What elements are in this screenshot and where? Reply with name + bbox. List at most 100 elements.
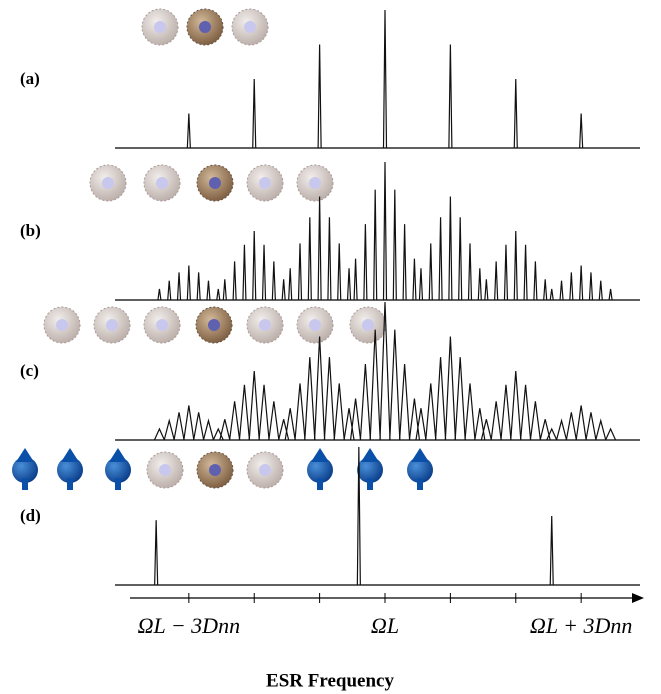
peak xyxy=(379,301,391,441)
peak xyxy=(176,272,182,301)
peak xyxy=(458,217,463,301)
peak xyxy=(196,272,201,301)
peak xyxy=(477,268,482,301)
peak xyxy=(484,279,489,301)
peak xyxy=(186,265,191,301)
peak xyxy=(444,336,456,441)
peak xyxy=(585,412,597,441)
peak xyxy=(454,357,466,441)
x-axis-arrow xyxy=(632,593,644,603)
peak xyxy=(359,364,371,441)
peak xyxy=(448,196,453,301)
panel-label: (a) xyxy=(20,69,40,88)
peak xyxy=(212,427,224,441)
peak xyxy=(598,280,603,301)
peak xyxy=(323,357,336,441)
peak xyxy=(193,412,205,441)
peak xyxy=(490,401,502,441)
peak xyxy=(278,419,290,441)
peak xyxy=(252,230,257,301)
peak xyxy=(579,265,584,301)
peak xyxy=(494,261,499,301)
peak xyxy=(425,383,437,441)
peak xyxy=(464,383,476,441)
peak xyxy=(569,272,574,301)
peak xyxy=(448,44,453,149)
molecules-d xyxy=(12,448,433,490)
peak xyxy=(523,244,528,301)
peak xyxy=(549,515,554,586)
peak xyxy=(173,412,185,441)
peak xyxy=(369,329,381,441)
peak xyxy=(294,383,306,441)
peak xyxy=(549,288,554,301)
peak xyxy=(428,243,433,301)
peak xyxy=(261,244,267,301)
peak xyxy=(153,427,165,441)
peak xyxy=(408,398,421,441)
peak xyxy=(605,427,617,441)
panel-label: (b) xyxy=(20,221,41,240)
peak xyxy=(500,384,512,441)
peak xyxy=(216,288,221,301)
peak xyxy=(349,398,362,441)
peak xyxy=(281,279,286,301)
peak xyxy=(382,9,388,149)
peak xyxy=(202,418,215,441)
peak xyxy=(539,419,551,441)
peak xyxy=(418,268,424,301)
peak xyxy=(503,244,509,301)
peak xyxy=(402,224,407,301)
molecules-a xyxy=(141,8,269,46)
peak xyxy=(513,78,518,149)
peak xyxy=(513,230,518,301)
peak xyxy=(288,268,293,301)
peak xyxy=(608,288,613,301)
peak xyxy=(248,370,260,441)
peak xyxy=(219,419,231,441)
peak xyxy=(317,44,322,149)
peak xyxy=(575,405,587,441)
peak xyxy=(167,280,172,301)
peak xyxy=(258,384,270,441)
peak xyxy=(434,357,447,441)
peak xyxy=(297,243,303,301)
peak xyxy=(529,401,541,441)
peak xyxy=(373,189,378,301)
peak xyxy=(317,196,322,301)
peak xyxy=(327,217,332,301)
x-tick-label: ΩL xyxy=(371,613,399,638)
peak xyxy=(333,383,345,441)
peak xyxy=(314,336,326,441)
peak xyxy=(399,364,411,441)
peak xyxy=(206,280,211,301)
peak xyxy=(474,408,486,441)
peak xyxy=(533,261,538,301)
peak xyxy=(555,418,568,441)
peak xyxy=(438,217,443,301)
peak xyxy=(382,161,388,301)
peak xyxy=(304,357,316,441)
x-axis-label: ESR Frequency xyxy=(266,670,394,691)
peak xyxy=(337,243,342,301)
peak xyxy=(346,268,352,301)
peak xyxy=(307,217,312,301)
peak xyxy=(222,279,227,301)
x-tick-label: ΩL − 3Dnn xyxy=(138,613,240,638)
panel-label: (c) xyxy=(20,361,39,380)
peak xyxy=(579,113,584,149)
molecules-b xyxy=(89,164,334,202)
x-tick-label: ΩL + 3Dnn xyxy=(530,613,632,638)
peak xyxy=(284,408,296,441)
peak xyxy=(363,224,368,301)
peak xyxy=(268,401,280,441)
peak xyxy=(183,405,195,441)
peak xyxy=(353,258,358,301)
peak xyxy=(186,113,191,149)
peak xyxy=(480,419,492,441)
peak xyxy=(412,258,417,301)
molecules-c xyxy=(43,306,387,344)
peak xyxy=(154,520,159,586)
peak xyxy=(510,370,522,441)
